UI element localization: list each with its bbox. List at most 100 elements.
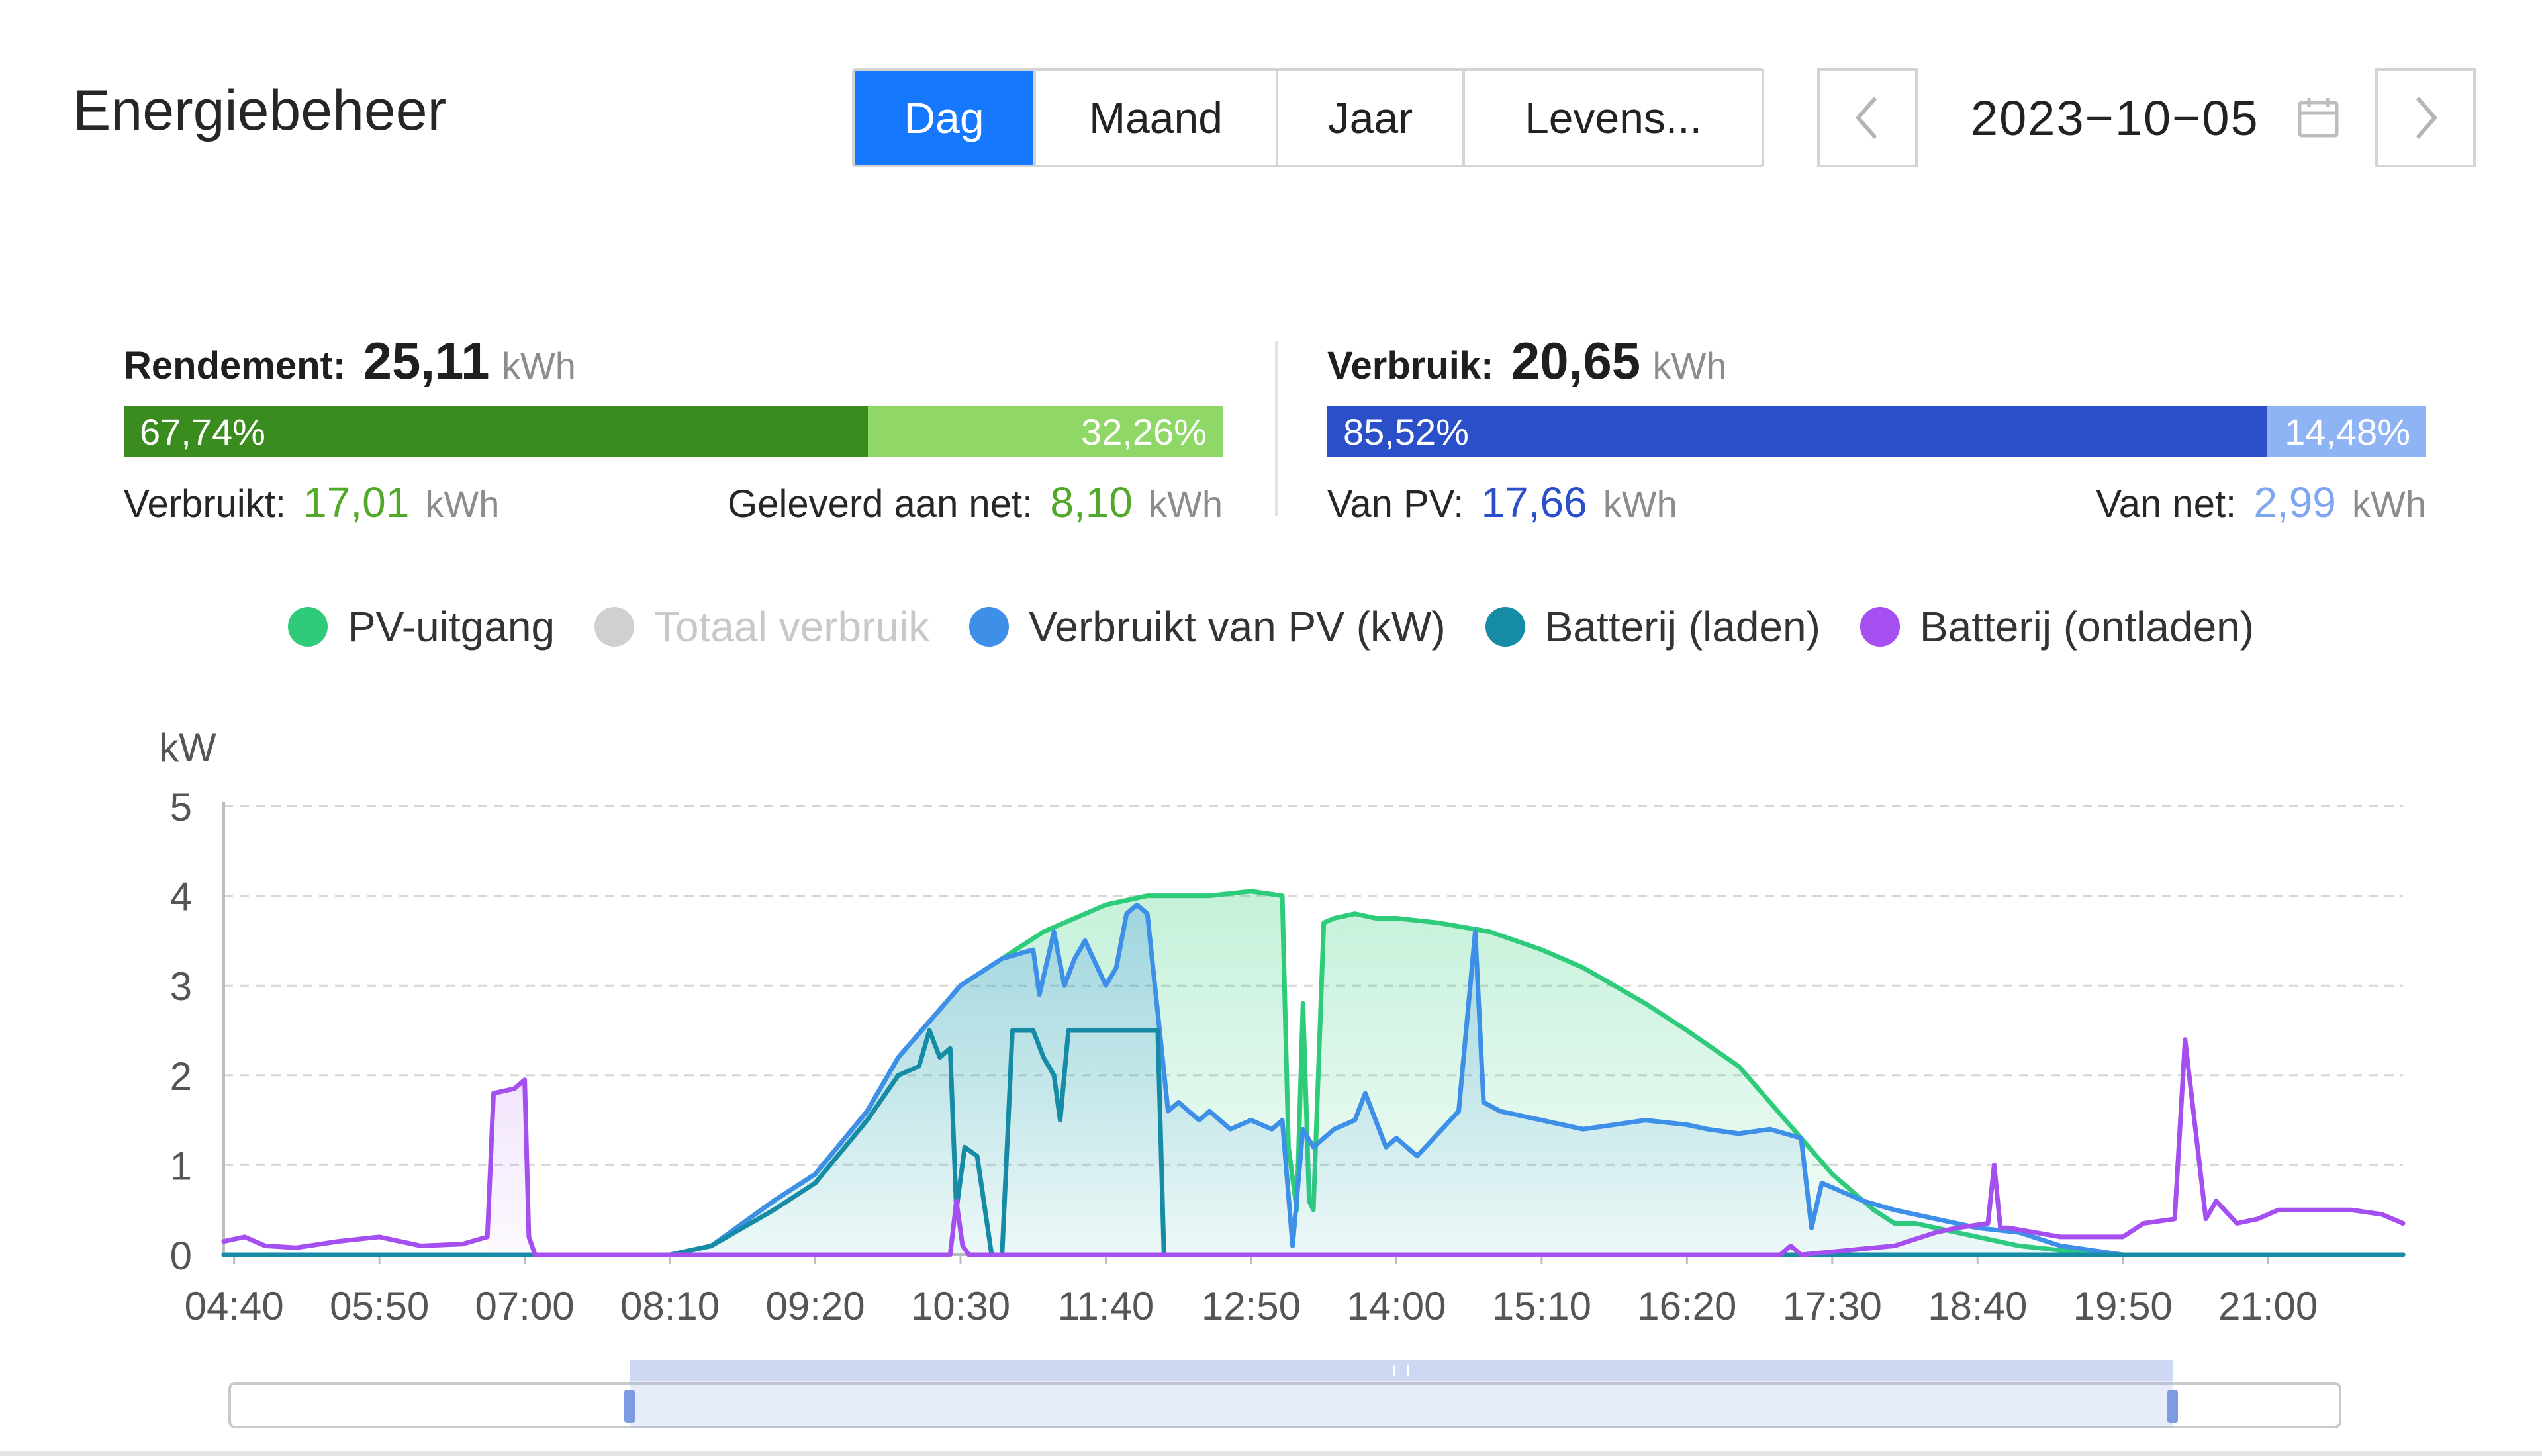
consumption-label: Verbruik: [1327, 344, 1494, 387]
yield-consumed: Verbruikt: 17,01 kWh [124, 478, 499, 527]
consumption-pv-unit: kWh [1603, 483, 1677, 525]
page-title: Energiebeheer [73, 79, 447, 142]
series-area [487, 1079, 529, 1255]
legend-dot [594, 607, 635, 647]
consumption-bar-grid: 14,48% [2267, 406, 2426, 457]
consumption-from-pv: Van PV: 17,66 kWh [1327, 478, 1677, 527]
period-tabs: Dag Maand Jaar Levens... [852, 68, 1764, 167]
calendar-icon[interactable] [2296, 96, 2340, 140]
yield-grid-label: Geleverd aan net: [728, 482, 1033, 525]
yield-grid: Geleverd aan net: 8,10 kWh [728, 478, 1223, 527]
tab-jaar[interactable]: Jaar [1276, 71, 1462, 165]
chart-legend: PV-uitgang Totaal verbruik Verbruikt van… [0, 602, 2542, 651]
consumption-grid-label: Van net: [2096, 482, 2237, 525]
x-tick-label: 14:00 [1346, 1284, 1446, 1328]
yield-bar-grid: 32,26% [868, 406, 1223, 457]
date-input[interactable]: 2023−10−05 [1918, 68, 2375, 167]
legend-label: Batterij (laden) [1544, 603, 1820, 651]
series-batterij-laden [221, 1028, 2406, 1257]
yield-consumed-unit: kWh [425, 483, 500, 525]
x-tick-label: 11:40 [1058, 1284, 1154, 1328]
consumption-bar: 85,52% 14,48% [1327, 406, 2426, 457]
zoom-handle-left[interactable] [624, 1390, 636, 1423]
legend-dot [1485, 607, 1525, 647]
consumption-grid-value: 2,99 [2253, 478, 2336, 526]
y-tick-label: 5 [170, 785, 192, 829]
x-tick-label: 07:00 [475, 1284, 575, 1328]
zoom-slider-selection[interactable] [630, 1360, 2173, 1428]
consumption-summary: Verbruik: 20,65 kWh [1327, 331, 1727, 391]
x-tick-label: 21:00 [2218, 1284, 2318, 1328]
date-value: 2023−10−05 [1971, 90, 2259, 146]
y-tick-label: 3 [170, 964, 192, 1009]
x-tick-label: 08:10 [620, 1284, 720, 1328]
x-tick-label: 05:50 [330, 1284, 429, 1328]
legend-dot [969, 607, 1010, 647]
y-axis-label: kW [159, 725, 216, 770]
tab-maand[interactable]: Maand [1033, 71, 1276, 165]
series-batterij-ontladen [221, 1037, 2406, 1257]
legend-item-totaal-verbruik[interactable]: Totaal verbruik [594, 602, 929, 651]
yield-bar: 67,74% 32,26% [124, 406, 1223, 457]
x-tick-label: 12:50 [1201, 1284, 1301, 1328]
series-verbruikt-van-pv-kw [221, 902, 2406, 1257]
legend-item-batterij-ontladen[interactable]: Batterij (ontladen) [1859, 602, 2255, 651]
yield-grid-unit: kWh [1149, 483, 1223, 525]
consumption-from-grid: Van net: 2,99 kWh [2096, 478, 2426, 527]
consumption-pv-value: 17,66 [1481, 478, 1587, 526]
summary-divider [1275, 341, 1278, 516]
x-tick-label: 16:20 [1637, 1284, 1736, 1328]
tab-levens[interactable]: Levens... [1462, 71, 1762, 165]
x-tick-label: 04:40 [185, 1284, 284, 1328]
yield-bar-left-pct: 67,74% [140, 410, 265, 453]
zoom-slider-bar[interactable] [630, 1360, 2173, 1381]
date-picker: 2023−10−05 [1817, 68, 2476, 167]
series-line [221, 1037, 2406, 1257]
consumption-pv-label: Van PV: [1327, 482, 1464, 525]
y-tick-label: 4 [170, 875, 192, 919]
chevron-right-icon [2416, 97, 2437, 139]
legend-label: Verbruikt van PV (kW) [1029, 603, 1446, 651]
y-tick-label: 2 [170, 1054, 192, 1099]
yield-consumed-value: 17,01 [303, 478, 410, 526]
series-line [221, 902, 2406, 1257]
x-tick-label: 17:30 [1783, 1284, 1882, 1328]
legend-dot [1859, 607, 1900, 647]
zoom-slider-track[interactable] [228, 1382, 2341, 1428]
yield-grid-value: 8,10 [1050, 478, 1133, 526]
yield-consumed-label: Verbruikt: [124, 482, 286, 525]
yield-label: Rendement: [124, 344, 346, 387]
consumption-bar-pv: 85,52% [1327, 406, 2267, 457]
x-tick-label: 18:40 [1928, 1284, 2027, 1328]
x-tick-label: 15:10 [1492, 1284, 1591, 1328]
legend-item-batterij-laden[interactable]: Batterij (laden) [1485, 602, 1820, 651]
drag-handle-icon [1393, 1365, 1409, 1376]
prev-date-button[interactable] [1817, 68, 1918, 167]
legend-item-verbruikt-van-pv[interactable]: Verbruikt van PV (kW) [969, 602, 1446, 651]
y-tick-label: 0 [170, 1234, 192, 1278]
bottom-divider [0, 1451, 2542, 1456]
legend-label: PV-uitgang [347, 603, 555, 651]
y-tick-label: 1 [170, 1144, 192, 1188]
chart-series [221, 889, 2406, 1257]
tab-dag[interactable]: Dag [855, 71, 1033, 165]
series-line [221, 1028, 2406, 1257]
chevron-left-icon [1856, 97, 1877, 139]
yield-bar-right-pct: 32,26% [1081, 410, 1207, 453]
yield-value: 25,11 [363, 332, 490, 390]
consumption-bar-left-pct: 85,52% [1343, 410, 1469, 453]
yield-bar-consumed: 67,74% [124, 406, 869, 457]
legend-item-pv-uitgang[interactable]: PV-uitgang [287, 602, 555, 651]
consumption-bar-right-pct: 14,48% [2284, 410, 2410, 453]
consumption-unit: kWh [1652, 345, 1727, 387]
legend-label: Batterij (ontladen) [1919, 603, 2255, 651]
consumption-grid-unit: kWh [2352, 483, 2426, 525]
yield-unit: kWh [501, 345, 576, 387]
consumption-value: 20,65 [1511, 332, 1641, 390]
yield-summary: Rendement: 25,11 kWh [124, 331, 576, 391]
zoom-handle-right[interactable] [2167, 1390, 2178, 1423]
next-date-button[interactable] [2375, 68, 2476, 167]
x-tick-labels: 04:40 05:50 07:00 08:10 09:20 10:30 11:40 12:50… [185, 1255, 2318, 1328]
legend-label: Totaal verbruik [654, 603, 930, 651]
